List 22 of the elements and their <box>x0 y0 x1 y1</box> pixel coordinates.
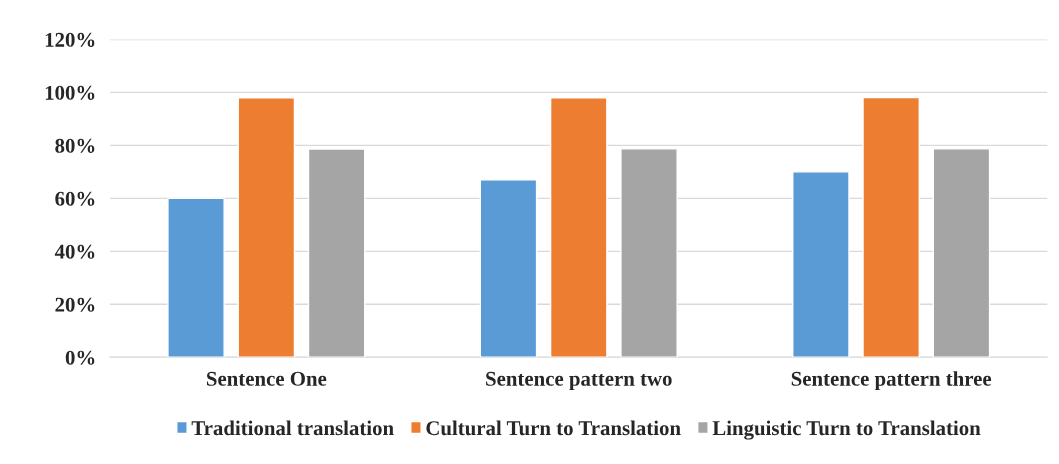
x-tick-label: Sentence One <box>206 371 327 386</box>
legend-label: Cultural Turn to Translation <box>426 420 681 436</box>
bar <box>932 148 991 358</box>
bar <box>307 148 366 358</box>
bar <box>167 197 225 358</box>
bar <box>479 179 538 358</box>
y-tick-label: 80% <box>55 138 95 153</box>
x-tick-label: Sentence pattern two <box>486 371 672 391</box>
y-tick-label: 20% <box>55 297 95 312</box>
bar <box>549 97 608 358</box>
bar <box>620 148 678 358</box>
x-tick-label: Sentence pattern three <box>791 371 992 391</box>
y-tick-label: 120% <box>45 32 95 47</box>
y-tick-label: 40% <box>54 244 95 259</box>
y-tick-label: 0% <box>65 350 95 365</box>
y-tick-label: 100% <box>45 85 95 100</box>
y-tick-label: 60% <box>55 191 95 206</box>
bar <box>862 96 920 358</box>
bar <box>237 97 296 358</box>
legend-label: Traditional translation <box>191 420 394 436</box>
legend-label: Linguistic Turn to Translation <box>712 420 981 440</box>
bar <box>792 171 850 358</box>
